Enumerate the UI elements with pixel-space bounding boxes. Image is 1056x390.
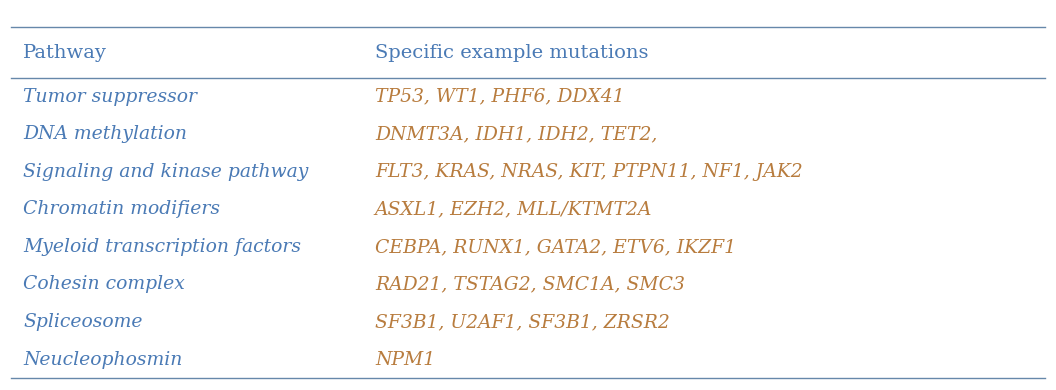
Text: Myeloid transcription factors: Myeloid transcription factors — [23, 238, 301, 256]
Text: SF3B1, U2AF1, SF3B1, ZRSR2: SF3B1, U2AF1, SF3B1, ZRSR2 — [375, 313, 670, 331]
Text: Signaling and kinase pathway: Signaling and kinase pathway — [23, 163, 308, 181]
Text: CEBPA, RUNX1, GATA2, ETV6, IKZF1: CEBPA, RUNX1, GATA2, ETV6, IKZF1 — [375, 238, 736, 256]
Text: Cohesin complex: Cohesin complex — [23, 275, 185, 293]
Text: Spliceosome: Spliceosome — [23, 313, 143, 331]
Text: Tumor suppressor: Tumor suppressor — [23, 88, 197, 106]
Text: NPM1: NPM1 — [375, 351, 435, 369]
Text: Specific example mutations: Specific example mutations — [375, 44, 648, 62]
Text: TP53, WT1, PHF6, DDX41: TP53, WT1, PHF6, DDX41 — [375, 88, 624, 106]
Text: ASXL1, EZH2, MLL/KTMT2A: ASXL1, EZH2, MLL/KTMT2A — [375, 200, 653, 218]
Text: Neucleophosmin: Neucleophosmin — [23, 351, 183, 369]
Text: FLT3, KRAS, NRAS, KIT, PTPN11, NF1, JAK2: FLT3, KRAS, NRAS, KIT, PTPN11, NF1, JAK2 — [375, 163, 803, 181]
Text: RAD21, TSTAG2, SMC1A, SMC3: RAD21, TSTAG2, SMC1A, SMC3 — [375, 275, 684, 293]
Text: Pathway: Pathway — [23, 44, 107, 62]
Text: Chromatin modifiers: Chromatin modifiers — [23, 200, 221, 218]
Text: DNMT3A, IDH1, IDH2, TET2,: DNMT3A, IDH1, IDH2, TET2, — [375, 125, 657, 143]
Text: DNA methylation: DNA methylation — [23, 125, 187, 143]
